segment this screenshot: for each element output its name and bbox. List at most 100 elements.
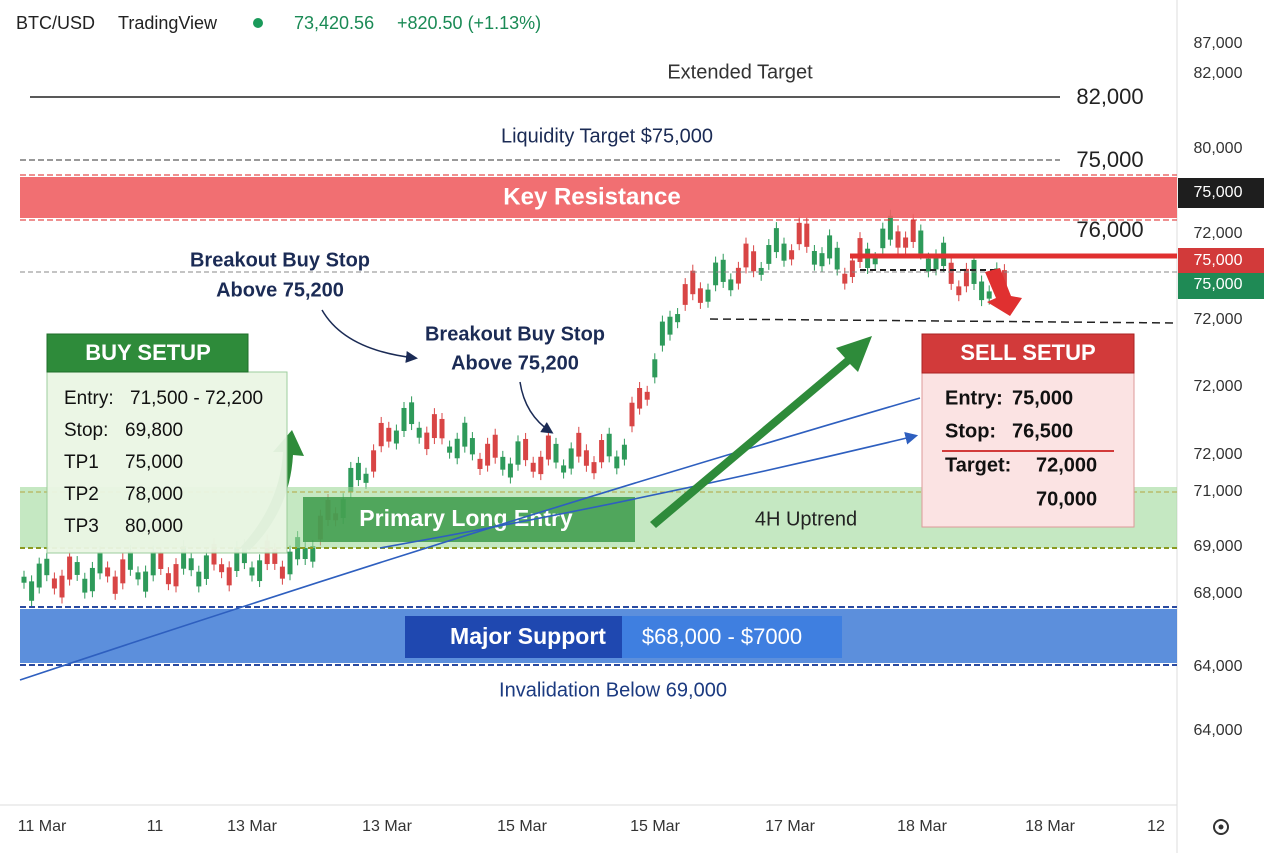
candle (188, 558, 194, 571)
price-label: 68,000 (1194, 585, 1243, 602)
row-value: 75,000 (1012, 387, 1073, 409)
price: 73,420.56 (294, 13, 374, 33)
candle (355, 462, 361, 481)
annotation: Breakout Buy Stop (425, 323, 605, 345)
candle (796, 222, 802, 245)
candle (302, 548, 308, 559)
candle (758, 267, 764, 275)
axes: 87,000 82,000 80,000 75,000 72,000 75,000 75,0… (18, 35, 1243, 835)
candle (89, 567, 95, 592)
price-label: 72,000 (1194, 311, 1243, 328)
candle (249, 567, 255, 576)
candle (477, 458, 483, 469)
candle (310, 546, 316, 562)
row-value: 71,500 - 72,200 (130, 388, 263, 409)
candle (523, 438, 529, 461)
candle (553, 443, 559, 463)
candle (226, 567, 232, 586)
candle (872, 258, 878, 265)
trend-arrow (650, 336, 872, 528)
candle (887, 215, 893, 240)
candle (963, 268, 969, 287)
candle (219, 564, 225, 573)
candle (29, 581, 35, 601)
candle (211, 543, 217, 565)
candle (378, 422, 384, 447)
candle (447, 446, 453, 453)
candle (257, 560, 263, 582)
candle (948, 262, 954, 284)
row-label: TP3 (64, 516, 99, 537)
candle (67, 556, 73, 580)
candle (538, 456, 544, 475)
candle (143, 571, 149, 592)
candle (925, 258, 931, 272)
price-label: 72,000 (1194, 446, 1243, 463)
candle (507, 463, 513, 478)
candle (469, 438, 475, 455)
candle (431, 414, 437, 439)
candle (295, 537, 301, 560)
candle (401, 407, 407, 431)
candle (895, 231, 901, 248)
candle (272, 549, 278, 564)
candle (82, 578, 88, 593)
candle (682, 284, 688, 305)
candle (462, 422, 468, 447)
symbol: BTC/USD (16, 13, 95, 33)
candle (59, 575, 65, 598)
sell-header (921, 333, 1135, 374)
candle (933, 255, 939, 270)
price-label: 82,000 (1194, 65, 1243, 82)
candle (705, 289, 711, 302)
candle (621, 444, 627, 460)
candle (386, 427, 392, 442)
support-label-box (405, 616, 622, 658)
candle (500, 456, 506, 470)
candle (652, 359, 658, 378)
candle (583, 450, 589, 466)
candle (545, 435, 551, 460)
invalidation: Invalidation Below 69,000 (499, 679, 727, 701)
candle (439, 418, 445, 439)
candle (44, 558, 50, 576)
candle (454, 438, 460, 459)
price-label: 72,000 (1194, 378, 1243, 395)
row-label: TP2 (64, 484, 99, 505)
candle (234, 547, 240, 572)
price-label: 64,000 (1194, 722, 1243, 739)
buy-header (46, 333, 249, 373)
candle (690, 270, 696, 295)
candle (659, 321, 665, 346)
settings-icon[interactable] (1213, 819, 1229, 835)
candle (363, 473, 369, 483)
trend-line (379, 432, 919, 549)
row-value: 70,000 (1036, 488, 1097, 510)
level-price: 82,000 (1076, 84, 1143, 109)
candle (751, 251, 757, 272)
row-value: 78,000 (125, 484, 183, 505)
level-price: 75,000 (1076, 147, 1143, 172)
price-tag (1178, 248, 1264, 274)
level-text: Liquidity Target $75,000 (501, 125, 713, 147)
candle (599, 440, 605, 463)
date-label: 15 Mar (630, 818, 680, 835)
candle (416, 427, 422, 438)
row-label: TP1 (64, 452, 99, 473)
candle (804, 223, 810, 247)
candle (74, 562, 80, 575)
candle (986, 291, 992, 299)
date-label: 15 Mar (497, 818, 547, 835)
uptrend-label: 4H Uptrend (755, 508, 857, 530)
candle (371, 450, 377, 472)
candle (515, 441, 521, 465)
candle (591, 462, 597, 474)
candle (181, 546, 187, 569)
candle (637, 387, 643, 409)
date-label: 13 Mar (227, 818, 277, 835)
level-text: Extended Target (667, 61, 813, 83)
candle (165, 573, 171, 585)
candle (606, 433, 612, 457)
price-label: 69,000 (1194, 538, 1243, 555)
candle (36, 563, 42, 588)
